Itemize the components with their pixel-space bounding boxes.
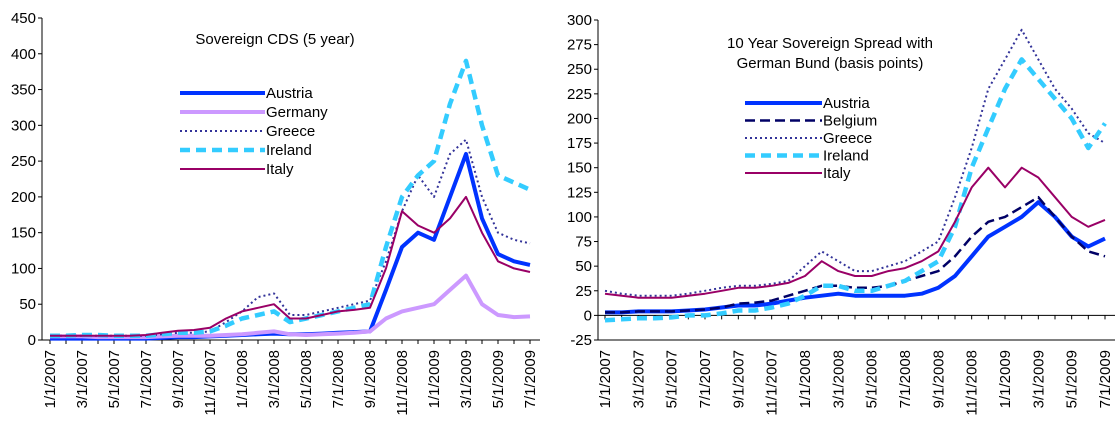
- x-tick-label: 5/1/2007: [664, 350, 681, 408]
- legend-label: Austria: [266, 85, 313, 102]
- x-tick-label: 11/1/2008: [394, 350, 411, 416]
- legend-label: Italy: [823, 165, 851, 182]
- y-tick-label: 150: [567, 160, 592, 177]
- y-tick-label: 250: [11, 153, 36, 170]
- y-tick-label: 100: [567, 209, 592, 226]
- x-tick-label: 11/1/2008: [964, 350, 981, 416]
- y-tick-label: 300: [11, 117, 36, 134]
- y-tick-label: 200: [567, 110, 592, 127]
- series-line: [50, 195, 531, 337]
- y-tick-label: 150: [11, 225, 36, 242]
- y-tick-label: 25: [575, 283, 592, 300]
- y-tick-label: 275: [567, 37, 592, 54]
- x-tick-label: 7/1/2009: [1097, 350, 1114, 408]
- y-tick-label: 200: [11, 189, 36, 206]
- x-tick-label: 3/1/2008: [266, 350, 283, 408]
- x-tick-label: 1/1/2008: [234, 350, 251, 408]
- series-line: [50, 152, 531, 341]
- x-tick-label: 11/1/2007: [764, 350, 781, 416]
- x-tick-label: 3/1/2009: [1030, 350, 1047, 408]
- x-tick-label: 7/1/2008: [330, 350, 347, 408]
- x-tick-label: 11/1/2007: [202, 350, 219, 416]
- x-tick-label: 1/1/2009: [426, 350, 443, 408]
- x-tick-label: 5/1/2007: [106, 350, 123, 408]
- x-tick-label: 5/1/2008: [864, 350, 881, 408]
- series-line: [604, 166, 1106, 299]
- x-tick-label: 5/1/2009: [490, 350, 507, 408]
- x-tick-label: 3/1/2007: [630, 350, 647, 408]
- y-tick-label: 400: [11, 46, 36, 63]
- y-tick-label: 50: [575, 258, 592, 275]
- x-tick-label: 1/1/2007: [42, 350, 59, 408]
- x-tick-label: 9/1/2008: [362, 350, 379, 408]
- legend-label: Germany: [266, 104, 328, 121]
- chart-title: German Bund (basis points): [737, 55, 924, 72]
- legend-label: Greece: [266, 123, 315, 140]
- y-tick-label: 0: [28, 332, 36, 349]
- chart-title: Sovereign CDS (5 year): [195, 31, 354, 48]
- legend-label: Greece: [823, 130, 872, 147]
- chart-title: 10 Year Sovereign Spread with: [727, 35, 933, 52]
- legend-label: Austria: [823, 95, 870, 112]
- x-tick-label: 7/1/2008: [897, 350, 914, 408]
- y-tick-label: 0: [584, 307, 592, 324]
- legend-label: Belgium: [823, 113, 877, 130]
- x-tick-label: 3/1/2007: [74, 350, 91, 408]
- x-tick-label: 3/1/2009: [458, 350, 475, 408]
- series-line: [604, 28, 1106, 297]
- series-line: [604, 57, 1107, 323]
- y-tick-label: 125: [567, 184, 592, 201]
- x-tick-label: 5/1/2008: [298, 350, 315, 408]
- x-tick-label: 7/1/2007: [138, 350, 155, 408]
- x-tick-label: 9/1/2007: [730, 350, 747, 408]
- series-line: [605, 195, 1106, 314]
- x-tick-label: 7/1/2007: [697, 350, 714, 408]
- x-tick-label: 1/1/2007: [597, 350, 614, 408]
- x-tick-label: 1/1/2008: [797, 350, 814, 408]
- y-tick-label: 100: [11, 260, 36, 277]
- y-tick-label: 450: [11, 10, 36, 27]
- series-line: [50, 58, 531, 338]
- x-tick-label: 9/1/2008: [930, 350, 947, 408]
- legend-label: Italy: [266, 161, 294, 178]
- x-tick-label: 3/1/2008: [830, 350, 847, 408]
- y-tick-label: 50: [19, 296, 36, 313]
- x-tick-label: 5/1/2009: [1064, 350, 1081, 408]
- y-tick-label: 300: [567, 12, 592, 29]
- x-tick-label: 7/1/2009: [522, 350, 539, 408]
- y-tick-label: 225: [567, 86, 592, 103]
- legend-label: Ireland: [266, 142, 312, 159]
- y-tick-label: 250: [567, 61, 592, 78]
- y-tick-label: 175: [567, 135, 592, 152]
- x-tick-label: 1/1/2009: [997, 350, 1014, 408]
- legend-label: Ireland: [823, 148, 869, 165]
- x-tick-label: 9/1/2007: [170, 350, 187, 408]
- series-line: [50, 273, 531, 340]
- y-tick-label: -25: [570, 332, 592, 349]
- y-tick-label: 350: [11, 82, 36, 99]
- y-tick-label: 75: [575, 234, 592, 251]
